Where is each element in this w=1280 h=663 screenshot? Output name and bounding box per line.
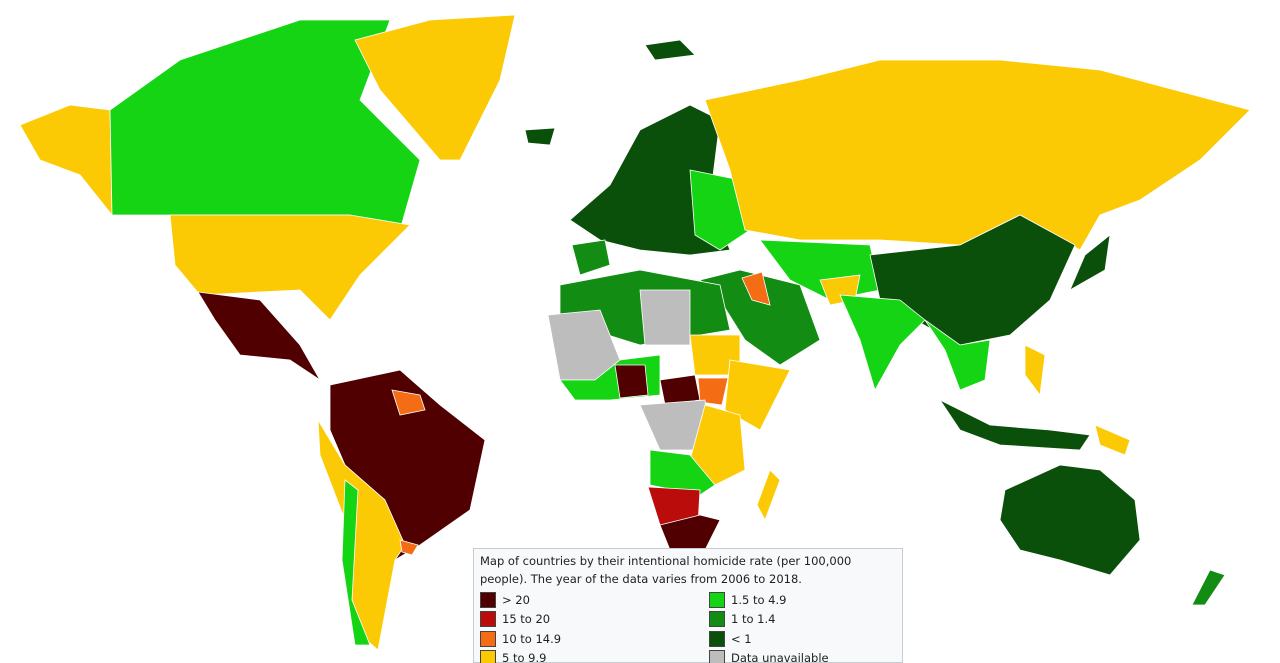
western-south-america — [317, 419, 406, 651]
southeast-asia — [924, 319, 991, 391]
east-africa — [689, 404, 746, 486]
southern-africa — [649, 449, 716, 496]
iberia — [571, 239, 611, 276]
legend-swatch — [709, 591, 725, 608]
philippines — [1024, 344, 1046, 397]
horn-of-africa — [724, 359, 791, 431]
legend-item: 15 to 20 — [480, 610, 709, 630]
iraq — [741, 271, 771, 306]
uruguay — [399, 539, 419, 556]
northern-south-america — [329, 369, 486, 561]
usa — [169, 214, 411, 321]
legend-item: < 1 — [709, 629, 899, 649]
legend-label: 5 to 9.9 — [502, 651, 547, 663]
legend-swatch — [480, 650, 496, 663]
nigeria — [614, 364, 649, 399]
legend-label: 15 to 20 — [502, 612, 551, 627]
chile — [341, 479, 371, 646]
legend-label: < 1 — [731, 631, 752, 646]
svalbard — [644, 39, 696, 61]
south-africa — [659, 514, 721, 551]
legend-label: 1.5 to 4.9 — [731, 592, 787, 607]
greenland — [354, 14, 516, 161]
iceland — [524, 127, 556, 146]
legend-swatch — [480, 611, 496, 628]
legend-item: Data unavailable — [709, 649, 899, 663]
legend-swatch — [480, 591, 496, 608]
legend-item: 1 to 1.4 — [709, 610, 899, 630]
legend-item: > 20 — [480, 590, 709, 610]
india — [839, 294, 926, 392]
mexico-central-america — [197, 291, 321, 381]
legend-label: 10 to 14.9 — [502, 631, 562, 646]
legend-swatch — [709, 630, 725, 647]
guianas — [391, 389, 426, 416]
legend-items: > 20 15 to 20 10 to 14.9 5 to 9.9 1.5 to 4.9… — [480, 590, 896, 663]
legend-label: > 20 — [502, 592, 530, 607]
canada — [109, 19, 421, 231]
new-zealand — [1191, 569, 1226, 606]
japan — [1069, 234, 1111, 291]
madagascar — [756, 469, 781, 521]
sahara-unavailable — [639, 289, 691, 346]
australia — [999, 464, 1141, 576]
legend-item: 5 to 9.9 — [480, 649, 709, 663]
legend: Map of countries by their intentional ho… — [473, 548, 903, 663]
south-sudan — [697, 377, 729, 406]
indonesia — [938, 398, 1091, 451]
map-caption: Map of countries by their intentional ho… — [480, 554, 852, 586]
legend-label: 1 to 1.4 — [731, 612, 776, 627]
russia — [704, 59, 1251, 251]
legend-item: 10 to 14.9 — [480, 629, 709, 649]
legend-swatch — [709, 611, 725, 628]
legend-swatch — [480, 630, 496, 647]
legend-item: 1.5 to 4.9 — [709, 590, 899, 610]
legend-swatch — [709, 650, 725, 663]
legend-label: Data unavailable — [731, 651, 829, 663]
alaska — [19, 104, 113, 217]
papua-new-guinea — [1094, 424, 1131, 456]
